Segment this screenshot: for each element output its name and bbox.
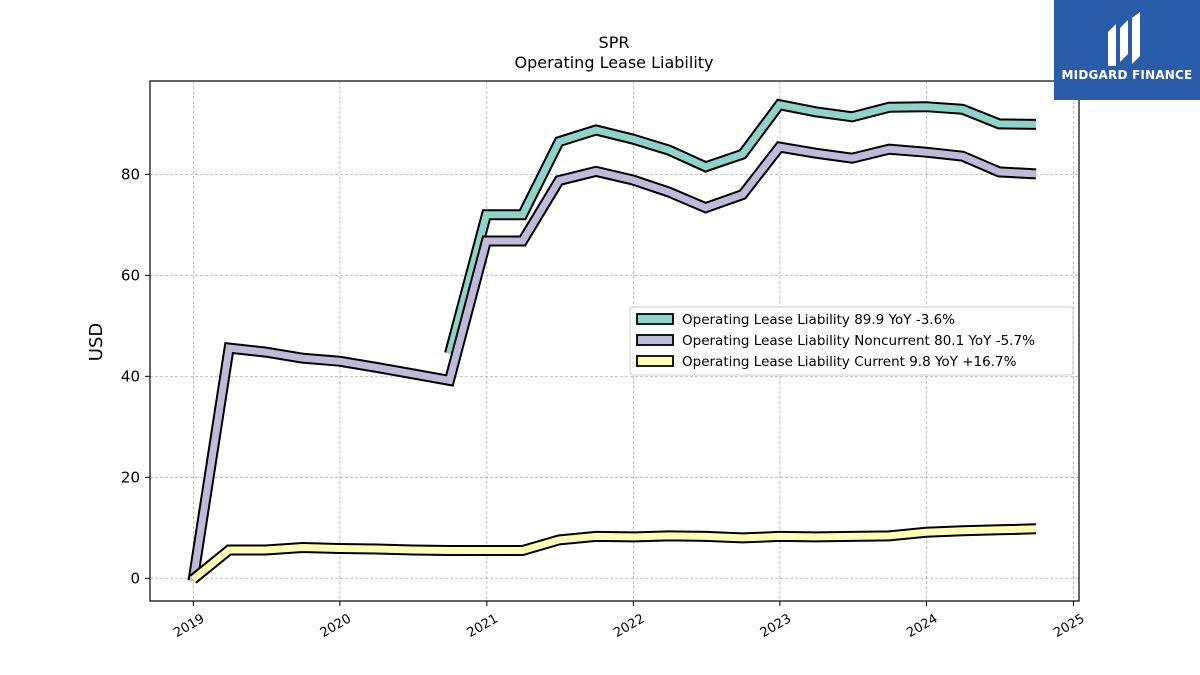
x-tick-label: 2023 [758, 611, 794, 641]
x-tick-label: 2022 [611, 611, 647, 641]
ticks: 0 20 40 60 80 2019 2020 2021 2022 2023 2024 2025 [121, 165, 1087, 641]
x-tick-label: 2024 [904, 611, 940, 641]
logo-text: MIDGARD FINANCE [1061, 68, 1193, 82]
plot-frame [149, 80, 1080, 602]
x-tick-label: 2021 [465, 611, 501, 641]
legend-swatch-0 [636, 313, 674, 325]
y-tick-label: 40 [121, 367, 140, 385]
y-tick-label: 80 [121, 165, 140, 183]
legend-entry-1: Operating Lease Liability Noncurrent 80.… [682, 333, 1035, 349]
legend-box [629, 306, 1074, 376]
series-line-1 [189, 143, 1037, 582]
y-axis-label: USD [86, 323, 107, 361]
legend-entry-2: Operating Lease Liability Current 9.8 Yo… [682, 354, 1017, 370]
series-line-2 [190, 525, 1037, 583]
legend-swatch-2 [636, 355, 674, 367]
x-tick-label: 2020 [318, 611, 354, 641]
legend: Operating Lease Liability 89.9 YoY -3.6%… [629, 306, 1074, 376]
legend-swatch-1 [636, 334, 674, 346]
y-tick-label: 20 [121, 468, 140, 486]
logo-mark-icon [1108, 12, 1140, 66]
chart-title: SPR [599, 33, 630, 52]
chart-subtitle: Operating Lease Liability [514, 53, 713, 72]
series-line-0 [446, 100, 1037, 355]
y-tick-label: 0 [130, 569, 140, 587]
x-tick-label: 2019 [171, 611, 207, 641]
x-tick-label: 2025 [1051, 611, 1087, 641]
series-group [187, 98, 1037, 584]
y-tick-label: 60 [121, 266, 140, 284]
legend-entry-0: Operating Lease Liability 89.9 YoY -3.6% [682, 312, 955, 328]
brand-logo: MIDGARD FINANCE [1054, 0, 1200, 100]
